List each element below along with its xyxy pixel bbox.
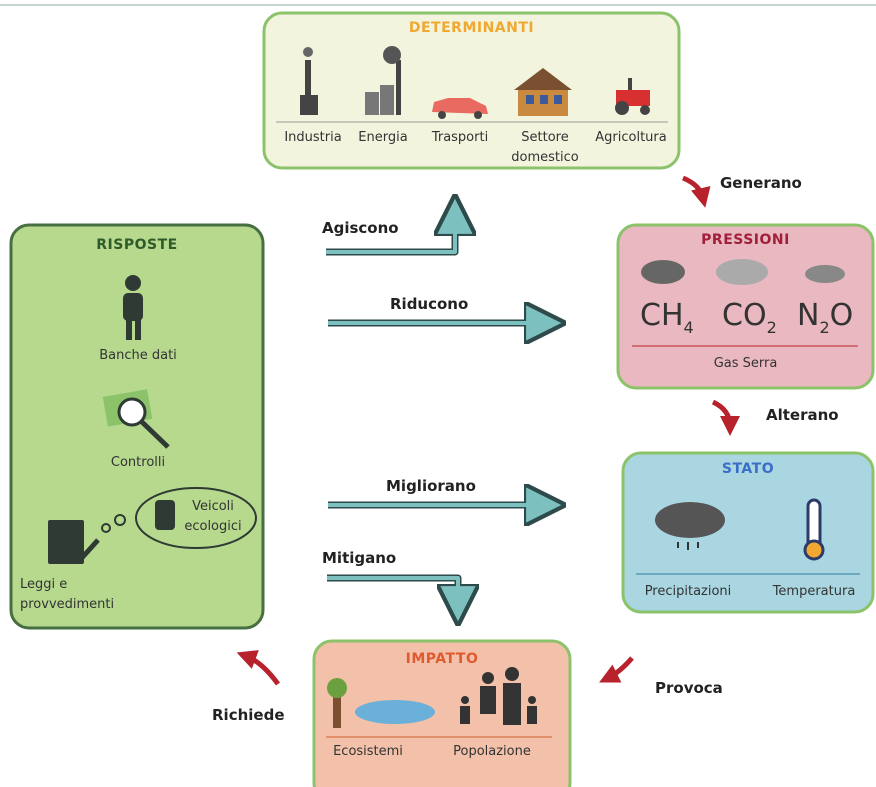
arrow-label: Generano <box>720 174 802 192</box>
item-label: Agricoltura <box>595 130 667 145</box>
item-label: Trasporti <box>431 130 489 145</box>
determinanti-box <box>262 11 681 170</box>
flow-arrows <box>326 215 545 605</box>
icons <box>327 667 537 728</box>
item-label: Leggi e provvedimenti <box>20 577 115 612</box>
box-title: PRESSIONI <box>701 232 790 248</box>
arrow-label: Agiscono <box>322 219 399 237</box>
icons <box>641 259 845 285</box>
box-title: IMPATTO <box>405 651 479 667</box>
icons <box>655 498 825 561</box>
arrow-label: Richiede <box>212 706 285 724</box>
item-label: Veicoli ecologici <box>184 499 242 534</box>
arrow-label: Mitigano <box>322 549 397 567</box>
item-label: Precipitazioni <box>644 584 732 599</box>
stato-box <box>621 451 875 614</box>
arrow-label: Provoca <box>655 679 723 697</box>
caption: Gas Serra <box>713 356 778 371</box>
formula: N2O <box>797 298 854 337</box>
item-label: Settore domestico <box>511 130 579 165</box>
item-label: Banche dati <box>99 348 177 363</box>
item-label: Popolazione <box>453 744 531 759</box>
icons <box>48 275 257 564</box>
item-label: Energia <box>358 130 408 145</box>
icons <box>300 46 650 119</box>
item-label: Ecosistemi <box>333 744 403 759</box>
formula: CO2 <box>722 298 777 337</box>
arrow-label: Migliorano <box>386 477 476 495</box>
item-label: Temperatura <box>772 584 856 599</box>
arrow-label: Alterano <box>766 406 839 424</box>
arrow-label: Riducono <box>390 295 469 313</box>
box-title: STATO <box>721 461 775 477</box>
box-title: DETERMINANTI <box>408 20 535 36</box>
box-title: RISPOSTE <box>96 237 178 253</box>
item-label: Industria <box>284 130 342 145</box>
cycle-arrows <box>236 175 740 686</box>
item-label: Controlli <box>110 455 166 470</box>
formula: CH4 <box>640 298 694 337</box>
